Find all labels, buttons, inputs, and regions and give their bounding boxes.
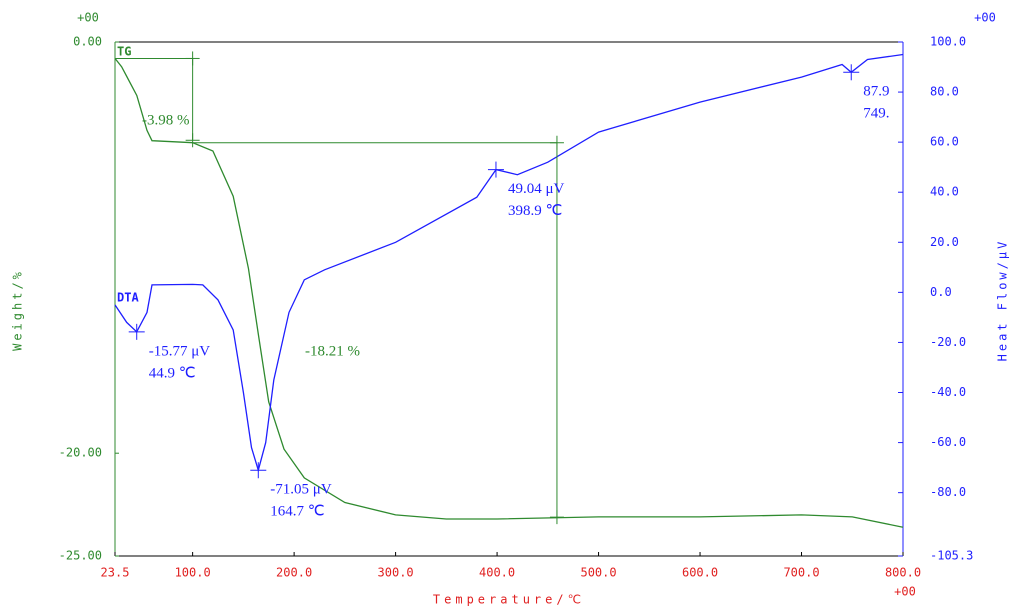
x-exponent: +00: [894, 585, 916, 599]
x-tick-label: 200.0: [276, 566, 312, 580]
y2-tick-label: -80.0: [930, 485, 966, 499]
series-line: [114, 57, 904, 528]
x-tick-label: 400.0: [479, 566, 515, 580]
x-tick-label: 100.0: [175, 566, 211, 580]
series-label: DTA: [117, 291, 139, 305]
y2-tick-label: 60.0: [930, 135, 959, 149]
y2-tick-label: -60.0: [930, 435, 966, 449]
y2-tick-label: 20.0: [930, 235, 959, 249]
x-tick-label: 600.0: [682, 566, 718, 580]
peak-temp-label: 749.: [863, 106, 889, 122]
x-tick-label: 700.0: [783, 566, 819, 580]
x-tick-label: 800.0: [885, 566, 921, 580]
y2-tick-label: -20.0: [930, 335, 966, 349]
peak-temp-label: 398.9 ℃: [508, 203, 562, 219]
x-tick-label: 500.0: [580, 566, 616, 580]
y-tick-label: -25.00: [59, 549, 102, 563]
x-axis-title: Temperature/℃: [433, 593, 585, 607]
y2-tick-label: 40.0: [930, 185, 959, 199]
y-axis-title: Weight/%: [11, 269, 25, 351]
peak-value-label: -15.77 μV: [149, 343, 211, 359]
x-tick-label: 300.0: [378, 566, 414, 580]
step-label: -3.98 %: [142, 112, 190, 128]
y-exponent: +00: [77, 11, 99, 25]
x-tick-label: 23.5: [101, 566, 130, 580]
y2-tick-label: -105.3: [930, 549, 973, 563]
y2-axis-title: Heat Flow/μV: [996, 239, 1010, 362]
peak-temp-label: 164.7 ℃: [270, 504, 324, 520]
peak-value-label: 87.9: [863, 84, 889, 100]
peak-value-label: 49.04 μV: [508, 181, 565, 197]
series-label: TG: [117, 45, 131, 59]
y2-tick-label: 0.0: [930, 285, 952, 299]
peak-temp-label: 44.9 ℃: [149, 365, 196, 381]
y2-tick-label: 100.0: [930, 35, 966, 49]
y2-tick-label: 80.0: [930, 85, 959, 99]
y2-tick-label: -40.0: [930, 385, 966, 399]
step-label: -18.21 %: [305, 343, 360, 359]
y-tick-label: -20.00: [59, 446, 102, 460]
y-tick-label: 0.00: [73, 35, 102, 49]
y2-exponent: +00: [974, 11, 996, 25]
peak-value-label: -71.05 μV: [270, 482, 332, 498]
series-line: [114, 53, 904, 473]
